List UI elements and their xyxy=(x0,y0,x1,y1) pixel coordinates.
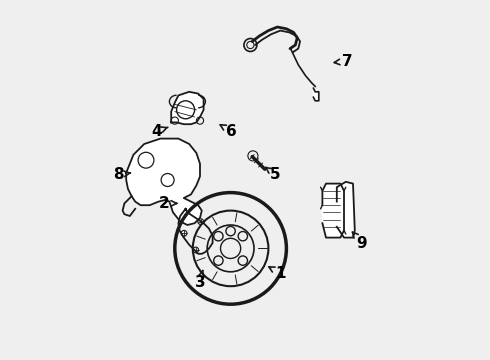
Polygon shape xyxy=(337,182,355,238)
Polygon shape xyxy=(314,88,319,101)
Polygon shape xyxy=(322,184,344,238)
Text: 8: 8 xyxy=(113,167,123,182)
Text: 1: 1 xyxy=(276,266,286,281)
Text: 7: 7 xyxy=(343,54,353,69)
Text: 9: 9 xyxy=(357,235,368,251)
Text: 2: 2 xyxy=(159,196,170,211)
Text: 3: 3 xyxy=(195,275,205,290)
Text: 4: 4 xyxy=(151,124,162,139)
Text: 5: 5 xyxy=(270,167,281,182)
Polygon shape xyxy=(126,139,202,225)
Polygon shape xyxy=(171,92,204,124)
Text: 6: 6 xyxy=(226,124,237,139)
